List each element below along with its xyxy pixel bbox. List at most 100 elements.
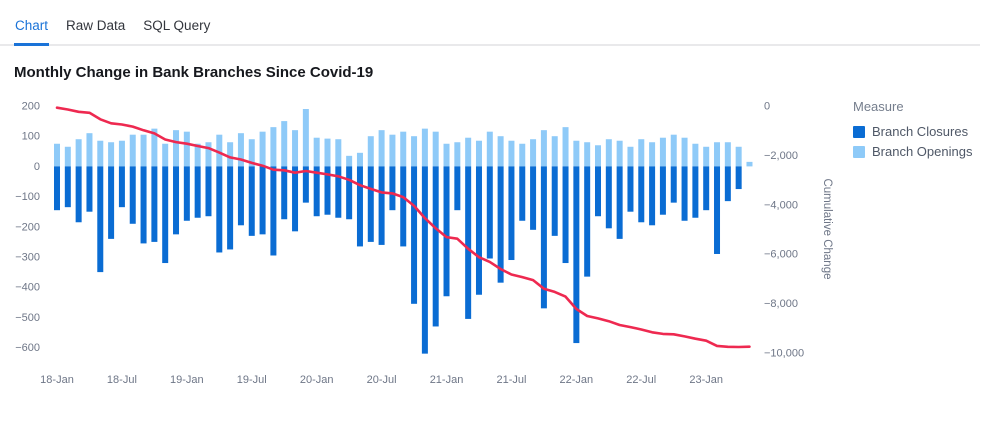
closure-bar[interactable] — [97, 166, 104, 273]
opening-bar[interactable] — [627, 146, 634, 167]
opening-bar[interactable] — [670, 134, 677, 167]
opening-bar[interactable] — [194, 143, 201, 167]
closure-bar[interactable] — [324, 166, 331, 215]
opening-bar[interactable] — [595, 145, 601, 167]
closure-bar[interactable] — [735, 166, 742, 190]
opening-bar[interactable] — [118, 140, 125, 167]
closure-bar[interactable] — [140, 166, 147, 244]
opening-bar[interactable] — [735, 146, 742, 167]
opening-bar[interactable] — [400, 131, 407, 167]
closure-bar[interactable] — [411, 166, 418, 304]
closure-bar[interactable] — [421, 166, 428, 354]
closure-bar[interactable] — [486, 166, 493, 259]
opening-bar[interactable] — [151, 128, 158, 167]
closure-bar[interactable] — [270, 166, 277, 256]
closure-bar[interactable] — [724, 166, 731, 202]
closure-bar[interactable] — [508, 166, 515, 261]
closure-bar[interactable] — [400, 166, 407, 247]
opening-bar[interactable] — [530, 139, 537, 167]
closure-bar[interactable] — [638, 166, 645, 223]
closure-bar[interactable] — [346, 166, 353, 220]
closure-bar[interactable] — [292, 166, 299, 232]
closure-bar[interactable] — [649, 166, 656, 226]
opening-bar[interactable] — [389, 134, 396, 167]
closure-bar[interactable] — [75, 166, 82, 223]
closure-bar[interactable] — [616, 166, 623, 239]
closure-bar[interactable] — [367, 166, 374, 242]
opening-bar[interactable] — [313, 137, 320, 167]
opening-bar[interactable] — [519, 143, 526, 167]
closure-bar[interactable] — [573, 166, 580, 344]
closure-bar[interactable] — [302, 166, 309, 203]
closure-bar[interactable] — [173, 166, 180, 235]
closure-bar[interactable] — [183, 166, 190, 221]
closure-bar[interactable] — [281, 166, 288, 220]
combo-chart[interactable]: 200 100 0 −100 −200 −300 −400 −500 −600 0 −2,000 −4… — [0, 87, 845, 397]
opening-bar[interactable] — [205, 142, 212, 167]
closure-bar[interactable] — [681, 166, 688, 221]
closure-bar[interactable] — [389, 166, 396, 211]
opening-bar[interactable] — [659, 137, 666, 167]
closure-bar[interactable] — [497, 166, 504, 283]
closure-bar[interactable] — [605, 166, 612, 229]
closure-bar[interactable] — [86, 166, 93, 212]
closure-bar[interactable] — [454, 166, 461, 211]
opening-bar[interactable] — [75, 139, 82, 167]
opening-bar[interactable] — [324, 138, 331, 167]
opening-bar[interactable] — [302, 109, 309, 167]
opening-bar[interactable] — [270, 127, 277, 167]
closure-bar[interactable] — [118, 166, 125, 208]
closure-bar[interactable] — [692, 166, 699, 218]
opening-bar[interactable] — [746, 161, 753, 167]
closure-bar[interactable] — [335, 166, 342, 218]
closure-bar[interactable] — [151, 166, 158, 242]
opening-bar[interactable] — [692, 143, 699, 167]
closure-bar[interactable] — [313, 166, 320, 217]
closure-bar[interactable] — [248, 166, 255, 236]
opening-bar[interactable] — [681, 137, 688, 167]
opening-bar[interactable] — [346, 155, 353, 167]
opening-bar[interactable] — [86, 133, 93, 167]
opening-bar[interactable] — [443, 143, 450, 167]
opening-bar[interactable] — [475, 140, 482, 167]
opening-bar[interactable] — [432, 131, 439, 167]
opening-bar[interactable] — [703, 146, 710, 167]
opening-bar[interactable] — [162, 143, 169, 167]
closure-bar[interactable] — [551, 166, 558, 236]
closure-bar[interactable] — [432, 166, 439, 327]
opening-bar[interactable] — [292, 130, 299, 167]
closure-bar[interactable] — [108, 166, 115, 239]
closure-bar[interactable] — [714, 166, 721, 254]
legend-item-branch-closures[interactable]: Branch Closures — [853, 124, 993, 139]
legend-item-branch-openings[interactable]: Branch Openings — [853, 144, 993, 159]
opening-bar[interactable] — [551, 136, 558, 167]
closure-bar[interactable] — [540, 166, 547, 309]
closure-bar[interactable] — [237, 166, 244, 226]
opening-bar[interactable] — [465, 137, 472, 167]
closure-bar[interactable] — [465, 166, 472, 319]
opening-bar[interactable] — [281, 121, 288, 167]
opening-bar[interactable] — [540, 130, 547, 167]
opening-bar[interactable] — [140, 134, 147, 167]
closure-bar[interactable] — [129, 166, 136, 224]
closure-bar[interactable] — [595, 166, 601, 217]
opening-bar[interactable] — [421, 128, 428, 167]
opening-bar[interactable] — [649, 142, 656, 167]
opening-bar[interactable] — [497, 136, 504, 167]
opening-bar[interactable] — [129, 134, 136, 167]
tab-sql-query[interactable]: SQL Query — [143, 18, 211, 33]
opening-bar[interactable] — [562, 127, 569, 167]
closure-bar[interactable] — [703, 166, 710, 211]
closure-bar[interactable] — [205, 166, 212, 217]
closure-bar[interactable] — [227, 166, 234, 250]
opening-bar[interactable] — [367, 136, 374, 167]
opening-bar[interactable] — [227, 142, 234, 167]
closure-bar[interactable] — [562, 166, 569, 264]
closure-bar[interactable] — [54, 166, 60, 211]
opening-bar[interactable] — [573, 140, 580, 167]
opening-bar[interactable] — [356, 152, 363, 167]
opening-bar[interactable] — [411, 136, 418, 167]
closure-bar[interactable] — [64, 166, 71, 208]
opening-bar[interactable] — [605, 139, 612, 167]
closure-bar[interactable] — [530, 166, 537, 230]
